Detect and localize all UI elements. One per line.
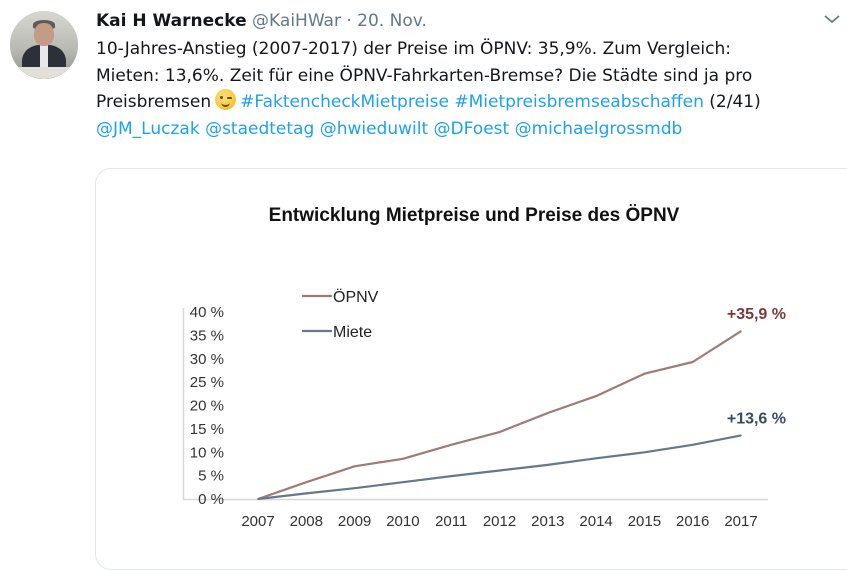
- author-name[interactable]: Kai H Warnecke: [96, 11, 247, 31]
- mention-link[interactable]: @michaelgrossmdb: [514, 118, 683, 139]
- data-point: [305, 481, 308, 483]
- data-point: [450, 475, 453, 477]
- legend-label: Miete: [333, 324, 372, 341]
- data-point: [740, 330, 742, 332]
- y-tick-label: 35 %: [190, 327, 224, 344]
- y-tick-label: 0 %: [198, 491, 224, 508]
- series-line-miete: [257, 434, 742, 501]
- y-tick-label: 30 %: [190, 351, 224, 368]
- x-tick-label: 2017: [724, 513, 757, 530]
- data-point: [643, 451, 646, 454]
- winking-face-icon: [215, 89, 237, 110]
- mentions-line: @JM_Luczak @staedtetag @hwieduwilt @DFoe…: [96, 116, 841, 143]
- media-card[interactable]: [95, 168, 847, 570]
- y-tick-label: 25 %: [190, 374, 224, 391]
- data-point: [353, 465, 356, 468]
- data-point: [257, 498, 259, 500]
- x-tick-label: 2009: [338, 513, 371, 530]
- mention-link[interactable]: @hwieduwilt: [319, 118, 429, 139]
- tweet-text-line: 10-Jahres-Anstieg (2007-2017) der Preise…: [96, 39, 731, 59]
- chart-series: +35,9 % +13,6 %: [257, 306, 786, 501]
- author-handle[interactable]: @KaiHWar: [252, 11, 341, 31]
- x-tick-label: 2010: [386, 513, 419, 530]
- data-point: [595, 457, 597, 460]
- y-tick-label: 20 %: [190, 398, 224, 415]
- hashtag-link[interactable]: #Mietpreisbremseabschaffen: [454, 92, 704, 112]
- end-value-label: +13,6 %: [727, 410, 786, 427]
- data-point: [402, 481, 404, 483]
- series-line-oepnv: [257, 330, 742, 501]
- y-axis-ticks: 0 % 5 % 10 % 15 % 20 % 25 % 30 % 35 % 40 %: [190, 304, 224, 508]
- data-point: [643, 372, 646, 375]
- data-point: [547, 412, 549, 414]
- chart-axes: [182, 308, 768, 501]
- data-point: [353, 487, 356, 490]
- tweet-text-line-3: Preisbremsen #FaktencheckMietpreise #Miet…: [96, 89, 841, 116]
- x-tick-label: 2014: [579, 513, 612, 530]
- x-tick-label: 2016: [676, 513, 709, 530]
- hashtag-link[interactable]: #FaktencheckMietpreise: [240, 92, 449, 112]
- x-tick-label: 2008: [290, 513, 323, 530]
- x-tick-label: 2015: [628, 513, 661, 530]
- x-tick-label: 2011: [435, 513, 467, 530]
- y-tick-label: 15 %: [190, 421, 224, 438]
- y-tick-label: 5 %: [198, 468, 224, 485]
- thread-counter: (2/41): [709, 92, 761, 112]
- x-tick-label: 2013: [531, 513, 564, 530]
- data-point: [305, 492, 308, 495]
- legend-label: ÖPNV: [333, 288, 379, 306]
- end-value-label: +35,9 %: [727, 306, 786, 323]
- tweet-header: Kai H Warnecke @KaiHWar · 20. Nov.: [96, 10, 427, 32]
- separator-dot: ·: [346, 11, 352, 31]
- chevron-down-icon[interactable]: [823, 12, 841, 26]
- data-point: [595, 395, 597, 397]
- tweet-date[interactable]: 20. Nov.: [357, 11, 427, 31]
- x-tick-label: 2012: [483, 513, 516, 530]
- data-point: [498, 469, 501, 472]
- mention-link[interactable]: @staedtetag: [205, 118, 315, 139]
- mention-link[interactable]: @DFoest: [433, 118, 510, 139]
- data-point: [450, 443, 453, 446]
- tweet-text: 10-Jahres-Anstieg (2007-2017) der Preise…: [96, 36, 841, 142]
- author-avatar[interactable]: [10, 11, 78, 79]
- data-point: [740, 434, 742, 437]
- data-point: [691, 361, 694, 363]
- data-point: [402, 457, 404, 460]
- tweet-text-line: Mieten: 13,6%. Zeit für eine ÖPNV-Fahrka…: [96, 65, 753, 86]
- data-point: [691, 443, 694, 446]
- y-tick-label: 40 %: [190, 304, 224, 321]
- line-chart: Entwicklung Mietpreise und Preise des ÖP…: [182, 205, 786, 530]
- x-axis-ticks: 2007 2008 2009 2010 2011 2012 2013 2014 2015 2016…: [241, 513, 757, 530]
- tweet-text-fragment: Preisbremsen: [96, 92, 212, 112]
- x-tick-label: 2007: [241, 513, 274, 530]
- y-tick-label: 10 %: [190, 444, 224, 461]
- chart-legend: ÖPNV Miete: [302, 288, 379, 341]
- mention-link[interactable]: @JM_Luczak: [96, 118, 200, 139]
- chart-title: Entwicklung Mietpreise und Preise des ÖP…: [269, 205, 680, 226]
- data-point: [547, 464, 549, 466]
- data-point: [498, 431, 501, 433]
